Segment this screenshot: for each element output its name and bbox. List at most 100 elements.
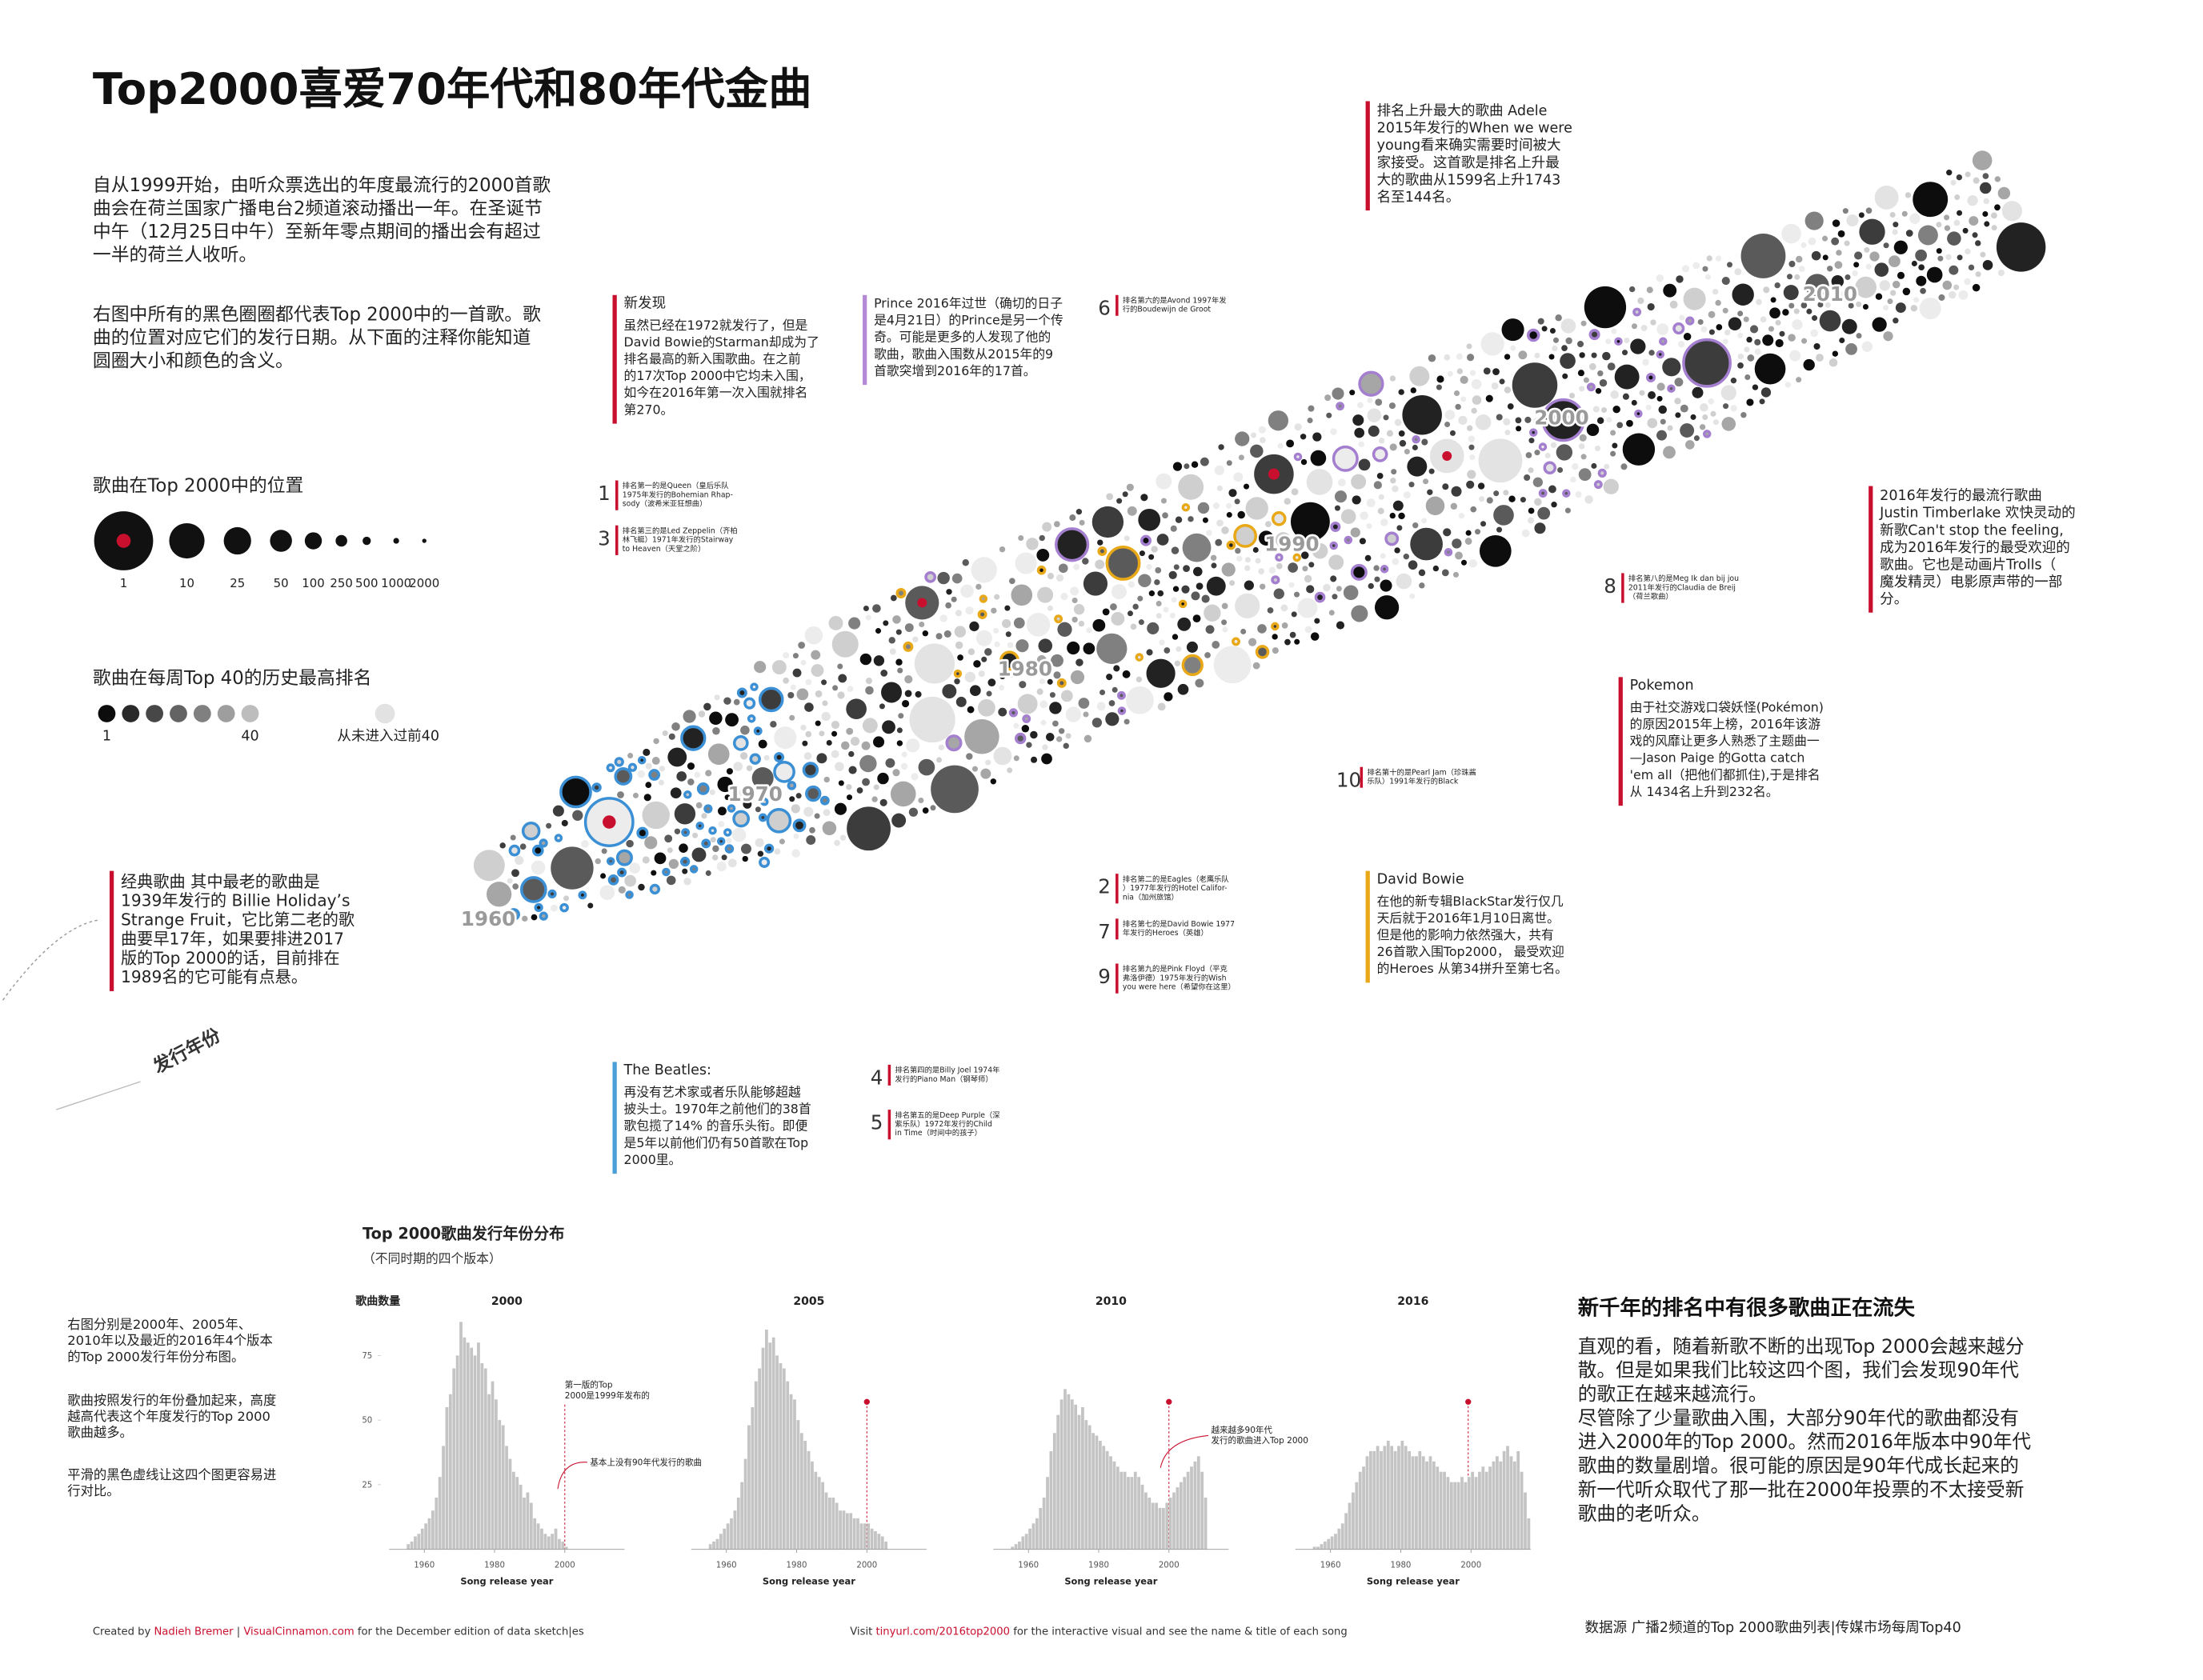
- bubble: [1754, 348, 1761, 355]
- bubble: [1980, 251, 1986, 258]
- bubble: [981, 656, 987, 662]
- hist-bar: [736, 1498, 740, 1550]
- bubble: [632, 792, 639, 798]
- bubble: [1994, 176, 2001, 182]
- rank-bar: [887, 1064, 891, 1086]
- rank-line: to Heaven（天堂之阶）: [623, 544, 706, 554]
- bubble: [936, 757, 943, 763]
- bubble: [1503, 490, 1509, 496]
- bubble: [1258, 530, 1274, 546]
- bubble: [1384, 531, 1400, 546]
- legend-core: [116, 534, 131, 548]
- annotation-line: 戏的风靡让更多人熟悉了主题曲一: [1630, 734, 1820, 749]
- bubble: [1122, 670, 1131, 678]
- bubble: [790, 684, 796, 690]
- bubble: [1402, 394, 1442, 435]
- bubble: [1949, 265, 1959, 275]
- bubble: [1957, 210, 1963, 216]
- bubble: [1184, 463, 1190, 470]
- bubble: [1222, 626, 1228, 633]
- year-label: 2000: [1534, 406, 1588, 429]
- hist-bar: [796, 1420, 800, 1550]
- hist-bar: [442, 1446, 445, 1550]
- hist-bar: [1204, 1498, 1208, 1550]
- bubble: [1177, 617, 1192, 631]
- bubble: [1956, 174, 1963, 181]
- bubble: [897, 667, 903, 674]
- bubble: [1358, 370, 1384, 397]
- bubble: [708, 826, 717, 835]
- bubble: [1591, 352, 1597, 358]
- bubble: [580, 840, 589, 848]
- bubble: [1377, 507, 1384, 514]
- bubble: [1570, 476, 1576, 483]
- bubble: [1191, 461, 1199, 468]
- bubble: [1409, 366, 1430, 386]
- bubble: [1477, 482, 1485, 490]
- rank-line: you were here（希望你在这里）: [1123, 982, 1236, 992]
- bubble: [1826, 266, 1833, 272]
- bubble: [837, 663, 843, 670]
- bubble: [1288, 582, 1295, 588]
- bubble: [1151, 546, 1158, 553]
- hist-bar: [554, 1528, 558, 1550]
- hist-bar: [1024, 1534, 1028, 1550]
- bubble: [763, 843, 775, 854]
- bubble: [1186, 641, 1198, 653]
- bubble: [1784, 382, 1792, 388]
- bubble: [559, 775, 592, 809]
- bubble: [802, 740, 808, 746]
- bubble: [1584, 495, 1593, 504]
- bubble: [1492, 368, 1500, 376]
- bubble: [757, 850, 764, 857]
- bubble: [839, 834, 847, 841]
- hist-note: 越高代表这个年度发行的Top 2000: [67, 1409, 270, 1424]
- bubble: [1552, 345, 1558, 352]
- y-tick-label: 25: [362, 1481, 372, 1490]
- bubble: [931, 765, 979, 814]
- hist-bar: [817, 1477, 821, 1550]
- bubble: [877, 772, 889, 785]
- annotation-line: 歌曲，歌曲入围数从2015年的9: [874, 346, 1053, 362]
- bubble: [1170, 525, 1177, 532]
- bubble: [1454, 390, 1460, 397]
- bubble: [1188, 516, 1194, 522]
- bubble: [1171, 546, 1180, 554]
- bubble: [1452, 538, 1462, 549]
- bubble: [804, 702, 814, 712]
- bubble: [1176, 646, 1182, 652]
- hist-bar: [515, 1477, 519, 1550]
- bubble: [901, 751, 907, 758]
- bubble: [861, 741, 871, 750]
- bubble: [1597, 468, 1607, 478]
- intro-line: 自从1999开始，由听众票选出的年度最流行的2000首歌: [93, 175, 551, 196]
- bubble: [1456, 353, 1463, 360]
- hist-bar: [1172, 1492, 1176, 1550]
- bubble: [687, 762, 695, 770]
- bubble: [1055, 527, 1090, 562]
- bubble-cluster: [473, 150, 2046, 922]
- bubble: [1334, 490, 1348, 503]
- bubble: [1329, 541, 1338, 550]
- x-tick-label: 1980: [1391, 1561, 1412, 1570]
- bubble: [1236, 555, 1243, 562]
- bubble: [822, 700, 828, 706]
- bubble: [1178, 474, 1204, 500]
- bubble: [1947, 231, 1961, 246]
- bubble: [904, 623, 914, 632]
- hist-bar: [1362, 1466, 1365, 1550]
- annotation-line: 的Heroes 从第34拼升至第七名。: [1377, 961, 1568, 976]
- bubble: [828, 615, 843, 630]
- bubble: [1669, 300, 1678, 309]
- bubble: [802, 762, 819, 778]
- bubble: [1293, 452, 1303, 462]
- bubble: [1444, 354, 1451, 361]
- bubble: [1450, 502, 1458, 510]
- bubble: [1181, 654, 1204, 677]
- bubble: [1893, 240, 1908, 254]
- bubble: [1586, 423, 1600, 437]
- hist-bar: [526, 1492, 530, 1550]
- bubble: [637, 756, 647, 765]
- bubble: [896, 740, 903, 746]
